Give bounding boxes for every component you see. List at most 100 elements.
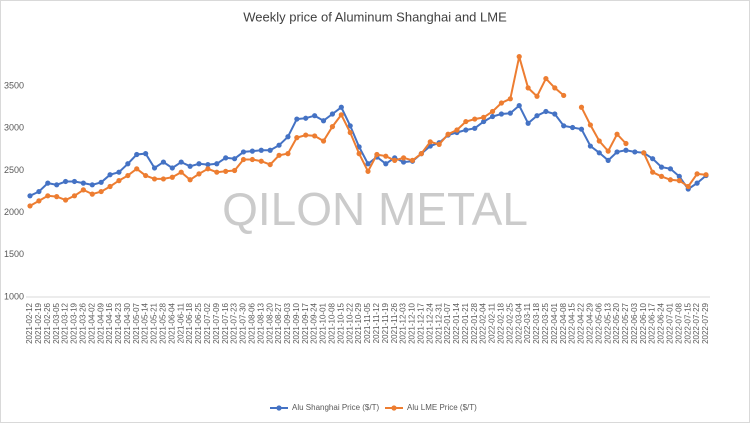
data-point xyxy=(285,151,291,157)
x-tick-label: 2021-04-09 xyxy=(96,302,105,343)
data-point xyxy=(463,118,469,125)
data-point xyxy=(187,177,193,183)
x-tick-label: 2022-02-18 xyxy=(497,302,506,343)
x-tick-label: 2022-01-14 xyxy=(452,302,461,343)
x-tick-label: 2021-07-16 xyxy=(221,302,230,343)
data-point xyxy=(658,173,665,180)
data-point xyxy=(231,167,238,174)
x-tick-label: 2021-07-02 xyxy=(203,302,212,343)
x-tick-label: 2021-10-29 xyxy=(354,302,363,343)
data-point xyxy=(365,161,371,167)
x-tick-label: 2022-02-04 xyxy=(479,302,488,343)
data-point xyxy=(240,149,247,155)
x-tick-label: 2021-04-23 xyxy=(114,302,123,343)
x-tick-label: 2021-09-24 xyxy=(310,302,319,343)
data-point xyxy=(658,164,665,170)
data-point xyxy=(125,172,131,179)
x-tick-label: 2021-05-07 xyxy=(132,302,141,343)
data-point xyxy=(258,147,264,153)
data-point xyxy=(303,132,309,138)
data-point xyxy=(596,138,602,144)
legend-label: Alu LME Price ($/T) xyxy=(407,403,477,412)
data-point xyxy=(249,156,255,163)
x-tick-label: 2021-12-10 xyxy=(408,302,417,343)
chart-title: Weekly price of Aluminum Shanghai and LM… xyxy=(243,9,507,24)
data-point xyxy=(534,113,540,119)
data-point xyxy=(160,176,167,182)
data-point xyxy=(472,125,478,131)
data-point xyxy=(303,115,309,121)
data-point xyxy=(489,108,496,115)
data-point xyxy=(98,179,104,185)
y-tick-label: 3000 xyxy=(4,123,24,133)
legend-label: Alu Shanghai Price ($/T) xyxy=(292,403,379,412)
data-point xyxy=(249,148,255,154)
y-tick-label: 1000 xyxy=(4,291,24,301)
x-tick-label: 2021-12-31 xyxy=(434,302,443,343)
data-point xyxy=(294,116,300,122)
data-point xyxy=(587,143,593,149)
x-tick-label: 2021-07-30 xyxy=(239,302,248,343)
x-tick-label: 2022-07-01 xyxy=(666,302,675,343)
x-tick-label: 2022-01-07 xyxy=(443,302,452,343)
x-tick-label: 2021-05-28 xyxy=(159,302,168,343)
data-point xyxy=(240,156,247,163)
data-point xyxy=(534,93,540,99)
data-point xyxy=(71,193,78,199)
data-point xyxy=(312,113,318,119)
data-point xyxy=(134,166,140,172)
data-point xyxy=(632,149,638,155)
x-tick-label: 2021-09-03 xyxy=(283,302,292,343)
data-point xyxy=(347,123,353,129)
x-tick-label: 2022-04-15 xyxy=(568,302,577,343)
x-tick-label: 2022-04-08 xyxy=(559,302,568,343)
data-point xyxy=(80,180,86,186)
data-point xyxy=(587,122,593,128)
x-tick-label: 2022-07-22 xyxy=(692,302,701,343)
data-point xyxy=(294,135,300,141)
data-point xyxy=(400,159,407,165)
x-tick-label: 2021-04-16 xyxy=(105,302,114,343)
data-point xyxy=(472,116,478,122)
data-point xyxy=(347,129,353,136)
data-point xyxy=(329,124,336,130)
x-tick-label: 2022-02-25 xyxy=(505,302,514,343)
x-tick-label: 2021-08-20 xyxy=(265,302,274,343)
x-tick-label: 2021-12-03 xyxy=(399,302,408,343)
data-point xyxy=(178,159,184,165)
data-point xyxy=(498,111,505,117)
data-point xyxy=(329,111,336,117)
data-point xyxy=(454,127,460,133)
x-tick-label: 2022-04-01 xyxy=(550,302,559,343)
data-point xyxy=(143,151,149,157)
data-point xyxy=(650,156,656,162)
data-point xyxy=(445,131,451,137)
data-point xyxy=(694,180,700,186)
data-point xyxy=(134,151,140,158)
x-tick-label: 2021-10-08 xyxy=(328,302,337,343)
data-point xyxy=(71,178,78,185)
data-point xyxy=(36,188,42,195)
y-tick-label: 3500 xyxy=(4,81,24,91)
data-point xyxy=(569,124,576,131)
y-tick-label: 2000 xyxy=(4,207,24,217)
data-point xyxy=(267,161,273,168)
x-tick-label: 2022-01-28 xyxy=(470,302,479,343)
data-point xyxy=(169,165,175,171)
data-point xyxy=(543,75,549,82)
data-point xyxy=(641,150,647,156)
data-point xyxy=(151,165,158,171)
data-point xyxy=(107,183,113,190)
data-point xyxy=(267,147,273,153)
x-tick-label: 2021-03-26 xyxy=(78,302,87,343)
x-tick-label: 2021-10-15 xyxy=(336,302,345,343)
data-point xyxy=(676,178,682,184)
x-tick-label: 2021-04-02 xyxy=(87,302,96,343)
data-point xyxy=(516,54,522,60)
data-point xyxy=(374,151,380,158)
data-point xyxy=(196,171,202,177)
data-point xyxy=(27,193,33,199)
data-point xyxy=(312,133,318,139)
data-point xyxy=(338,112,344,118)
x-tick-label: 2022-05-06 xyxy=(594,302,603,343)
